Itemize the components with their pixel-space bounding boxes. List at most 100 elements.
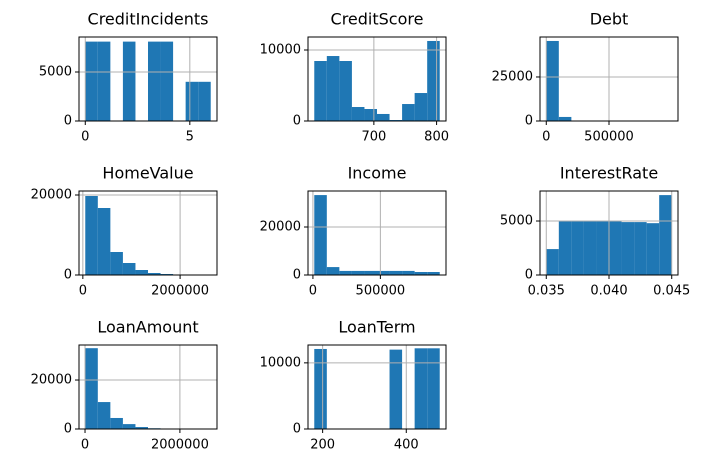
subplot: 0.035 0.040 0.045 0 5000 InterestRate [500, 164, 690, 299]
bar [646, 223, 660, 275]
x-tick-label: 0 [79, 284, 87, 299]
x-tick-label: 0 [542, 130, 550, 145]
y-tick-label: 0 [64, 114, 72, 129]
x-tick-label: 700 [361, 130, 386, 145]
axes-frame [539, 190, 679, 276]
bar [339, 61, 352, 121]
subplot: 0 5 0 5000 CreditIncidents [39, 10, 218, 145]
bar [414, 93, 428, 121]
axes-frame [78, 36, 218, 122]
subplot: 0 2000000 0 20000 LoanAmount [31, 318, 218, 453]
bar [596, 221, 609, 275]
bar [558, 221, 572, 275]
bar [546, 249, 559, 275]
y-tick-label: 0 [525, 114, 533, 129]
y-tick-label: 0 [64, 268, 72, 283]
y-tick-label: 20000 [31, 188, 72, 203]
x-tick-label: 5 [186, 130, 194, 145]
bar [377, 270, 390, 275]
bar [571, 221, 584, 275]
axes-frame [78, 190, 218, 276]
x-tick-label: 2000000 [151, 284, 209, 299]
bar [122, 263, 136, 275]
bar [402, 270, 415, 275]
x-tick-label: 500000 [584, 130, 634, 145]
bar [97, 402, 111, 429]
subplot: 0 500000 0 20000 Income [260, 164, 447, 299]
bar [364, 109, 377, 121]
bar [402, 104, 415, 121]
bar [85, 41, 98, 122]
bar [85, 348, 98, 429]
subplot: 0 500000 0 25000 Debt [492, 10, 679, 145]
bar [122, 424, 136, 429]
bar [414, 272, 428, 275]
bar [621, 222, 635, 275]
x-tick-label: 500000 [356, 284, 406, 299]
y-tick-label: 10000 [260, 355, 301, 370]
x-tick-label: 800 [424, 130, 449, 145]
bar [198, 81, 211, 121]
bar [609, 221, 622, 275]
y-tick-label: 25000 [492, 69, 533, 84]
subplot-title: LoanAmount [97, 318, 198, 337]
bar [110, 252, 123, 275]
bar [148, 41, 161, 122]
bar [558, 116, 572, 121]
bar [414, 348, 428, 429]
y-tick-label: 20000 [31, 373, 72, 388]
subplot: 200 400 0 10000 LoanTerm [260, 318, 447, 453]
y-tick-label: 0 [525, 268, 533, 283]
bar [427, 272, 440, 275]
subplot-title: Debt [590, 10, 629, 29]
x-tick-label: 0 [309, 284, 317, 299]
bar [314, 61, 327, 121]
subplot-title: CreditIncidents [88, 10, 209, 29]
bar [583, 221, 597, 275]
bar [85, 196, 98, 275]
bar [326, 267, 340, 275]
y-tick-label: 10000 [260, 42, 301, 57]
x-tick-label: 0 [81, 130, 89, 145]
subplot-title: Income [348, 164, 407, 183]
bar [314, 195, 327, 275]
axes-frame [307, 36, 447, 122]
subplot: 0 2000000 0 20000 HomeValue [31, 164, 218, 299]
bar [97, 41, 111, 122]
axes-frame [78, 344, 218, 430]
y-tick-label: 0 [64, 422, 72, 437]
x-tick-label: 0 [81, 438, 89, 453]
bar [634, 222, 647, 275]
bar [185, 81, 199, 121]
x-tick-label: 0.035 [528, 284, 565, 299]
bar [135, 270, 148, 275]
axes-frame [307, 344, 447, 430]
subplot-title: InterestRate [560, 164, 658, 183]
bar [135, 427, 148, 429]
bar [97, 208, 111, 275]
subplot-title: LoanTerm [338, 318, 415, 337]
bar [389, 349, 403, 429]
bar [427, 40, 440, 121]
bar [326, 56, 340, 121]
subplot-title: CreditScore [331, 10, 424, 29]
subplot: 700 800 0 10000 CreditScore [260, 10, 449, 145]
bar [364, 270, 377, 275]
x-tick-label: 0.045 [653, 284, 690, 299]
x-tick-label: 200 [310, 438, 335, 453]
bar [351, 107, 365, 121]
bar [339, 270, 352, 275]
y-tick-label: 5000 [500, 214, 533, 229]
x-tick-label: 0.040 [590, 284, 627, 299]
bar [389, 270, 403, 275]
bar [427, 348, 440, 429]
bar [122, 41, 136, 122]
x-tick-label: 400 [394, 438, 419, 453]
bar [377, 113, 390, 121]
bar [160, 41, 174, 122]
y-tick-label: 0 [293, 422, 301, 437]
bar [110, 417, 123, 429]
bar [351, 270, 365, 275]
y-tick-label: 20000 [260, 220, 301, 235]
